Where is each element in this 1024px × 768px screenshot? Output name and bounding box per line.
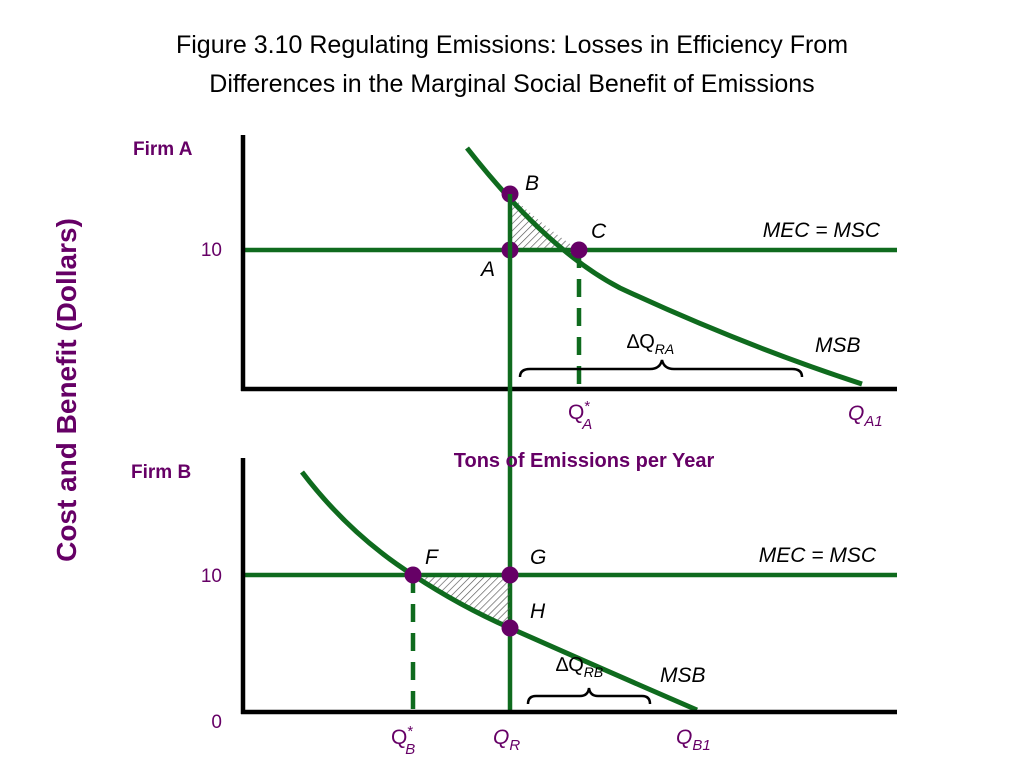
- firm-a-msb-curve: [465, 146, 863, 387]
- firm-b-msb-label: MSB: [660, 664, 706, 687]
- firm-b-title: Firm B: [131, 462, 191, 483]
- firm-a-title: Firm A: [133, 139, 193, 160]
- firm-b-q-1-sub: B1: [692, 737, 710, 754]
- q-r-sub: R: [509, 737, 520, 754]
- firm-b-mec-label: MEC = MSC: [759, 544, 877, 567]
- figure-title-line-2: Differences in the Marginal Social Benef…: [209, 70, 815, 98]
- firm-a-delta-q-brace: [518, 359, 804, 378]
- point-c-label: C: [591, 220, 607, 243]
- point-g: [501, 566, 519, 584]
- x-axis-label: Tons of Emissions per Year: [454, 450, 715, 472]
- q-r-label: QR: [493, 726, 520, 754]
- firm-a-efficiency-loss-area: [510, 194, 579, 250]
- firm-a-tick-10: 10: [201, 240, 222, 261]
- point-h: [501, 619, 519, 637]
- figure-title-line-1: Figure 3.10 Regulating Emissions: Losses…: [175, 31, 849, 59]
- firm-a-q-star-main: Q: [568, 401, 584, 424]
- point-h-label: H: [530, 600, 546, 623]
- firm-b-msb-curve: [300, 470, 698, 713]
- firm-a-q-1-sub: A1: [863, 413, 882, 430]
- firm-b-tick-10: 10: [201, 566, 222, 587]
- firm-b-q-star-main: Q: [391, 726, 407, 749]
- firm-a-msb-label: MSB: [815, 334, 861, 357]
- point-g-label: G: [530, 546, 546, 569]
- firm-a-panel: Firm A 10 B C A MEC = MSC MSB ∆QRA Q* A: [133, 135, 897, 433]
- firm-a-mec-label: MEC = MSC: [763, 219, 881, 242]
- firm-a-q-1-main: Q: [848, 402, 864, 425]
- q-r-main: Q: [493, 726, 509, 749]
- firm-b-delta-q-label: ∆QRB: [556, 654, 603, 680]
- firm-b-delta-q-symbol: ∆Q: [556, 654, 584, 676]
- firm-b-panel: Firm B 10 0 F G H MEC = MSC MSB ∆QRB Q* B: [131, 458, 897, 758]
- firm-b-tick-0: 0: [211, 712, 222, 733]
- firm-b-delta-q-brace: [526, 687, 652, 705]
- firm-b-q-star-label: Q* B: [391, 723, 415, 758]
- firm-a-delta-q-subscript: RA: [655, 341, 674, 357]
- firm-a-q-1-label: QA1: [848, 402, 883, 430]
- firm-a-delta-q-label: ∆QRA: [627, 331, 674, 357]
- figure-title: Figure 3.10 Regulating Emissions: Losses…: [0, 26, 1024, 104]
- y-axis-label: Cost and Benefit (Dollars): [51, 218, 82, 562]
- point-a-label: A: [479, 258, 495, 281]
- firm-b-q-star-sup: *: [407, 723, 413, 740]
- firm-b-delta-q-subscript: RB: [584, 664, 603, 680]
- point-c: [570, 241, 588, 259]
- firm-a-q-star-label: Q* A: [568, 398, 592, 433]
- firm-a-q-star-sub: A: [581, 416, 592, 433]
- firm-b-q-1-label: QB1: [676, 726, 711, 754]
- firm-b-q-star-sub: B: [405, 741, 415, 758]
- point-f-label: F: [425, 546, 439, 569]
- point-b-label: B: [525, 172, 539, 195]
- firm-a-delta-q-symbol: ∆Q: [627, 331, 655, 353]
- firm-a-q-star-sup: *: [584, 398, 590, 415]
- firm-b-q-1-main: Q: [676, 726, 692, 749]
- point-f: [404, 566, 422, 584]
